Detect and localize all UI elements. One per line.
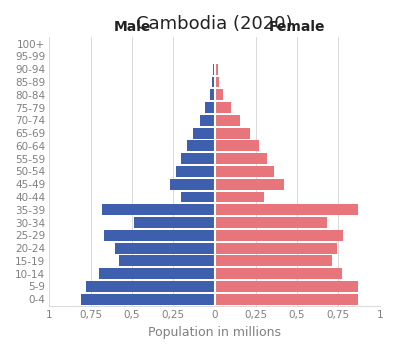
Bar: [205, 102, 215, 113]
Bar: [215, 153, 267, 164]
Bar: [215, 256, 332, 266]
Bar: [215, 102, 231, 113]
Bar: [187, 141, 215, 152]
X-axis label: Population in millions: Population in millions: [148, 326, 281, 339]
Bar: [170, 179, 215, 190]
Text: Male: Male: [113, 19, 151, 34]
Bar: [134, 217, 215, 228]
Bar: [215, 204, 358, 215]
Bar: [86, 281, 215, 292]
Bar: [115, 243, 215, 253]
Bar: [215, 166, 274, 177]
Bar: [102, 204, 215, 215]
Bar: [200, 115, 215, 126]
Bar: [119, 256, 215, 266]
Bar: [81, 294, 215, 305]
Bar: [215, 76, 219, 87]
Bar: [215, 268, 342, 279]
Bar: [210, 90, 215, 100]
Bar: [215, 294, 358, 305]
Bar: [215, 64, 218, 75]
Bar: [215, 141, 259, 152]
Bar: [104, 230, 215, 241]
Bar: [193, 128, 215, 138]
Bar: [215, 90, 223, 100]
Bar: [212, 76, 215, 87]
Bar: [214, 51, 215, 62]
Title: Cambodia (2020): Cambodia (2020): [136, 15, 293, 33]
Bar: [215, 192, 264, 202]
Bar: [181, 192, 215, 202]
Text: Female: Female: [269, 19, 326, 34]
Bar: [215, 115, 240, 126]
Bar: [215, 281, 358, 292]
Bar: [215, 230, 343, 241]
Bar: [215, 179, 284, 190]
Bar: [99, 268, 215, 279]
Bar: [213, 64, 215, 75]
Bar: [215, 243, 337, 253]
Bar: [176, 166, 215, 177]
Bar: [215, 51, 216, 62]
Bar: [215, 128, 250, 138]
Bar: [215, 217, 327, 228]
Bar: [181, 153, 215, 164]
